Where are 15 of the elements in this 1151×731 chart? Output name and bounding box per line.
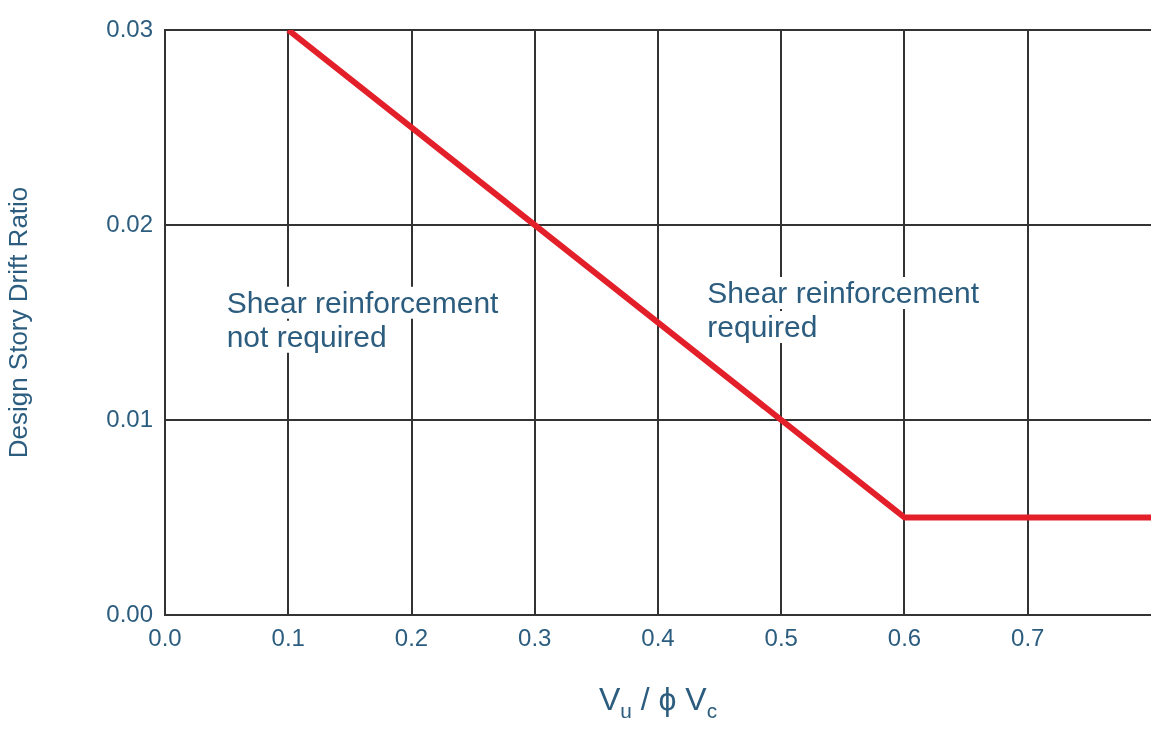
x-tick-label: 0.2: [394, 624, 429, 652]
x-tick-label: 0.1: [271, 624, 305, 652]
x-tick-label: 0.5: [764, 624, 798, 652]
y-tick-label: 0.00: [106, 599, 153, 627]
y-tick-label: 0.02: [106, 209, 153, 237]
y-tick-label: 0.01: [106, 404, 153, 432]
x-tick-label: 0.3: [518, 624, 552, 652]
x-tick-label: 0.7: [1011, 624, 1045, 652]
x-tick-label: 0.4: [641, 624, 675, 652]
x-tick-label: 0.0: [148, 624, 182, 652]
annotation: Shear reinforcement not required: [226, 285, 500, 353]
y-axis-title: Design Story Drift Ratio: [2, 186, 33, 459]
annotation: Shear reinforcement required: [707, 276, 980, 343]
x-tick-label: 0.6: [887, 624, 922, 652]
y-tick-label: 0.03: [106, 14, 153, 42]
